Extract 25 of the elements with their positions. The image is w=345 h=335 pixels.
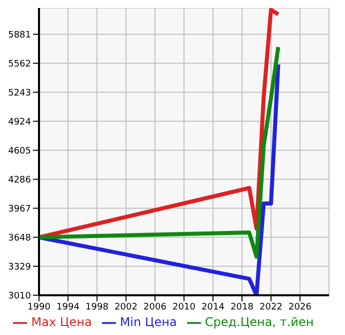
y-tick-label: 3648	[8, 233, 32, 244]
x-tick-label: 2010	[172, 302, 196, 313]
x-tick-label: 2014	[202, 302, 225, 313]
y-tick-label: 5562	[8, 59, 31, 70]
x-tick-label: 1998	[86, 302, 109, 313]
x-tick-label: 2022	[260, 302, 282, 313]
line-series	[39, 62, 280, 296]
y-tick-label: 5243	[8, 88, 31, 98]
y-tick-label: 4605	[8, 146, 31, 156]
y-tick-label: 5881	[8, 30, 31, 40]
y-tick-label: 3329	[8, 262, 32, 272]
x-tick-label: 2026	[288, 302, 312, 313]
y-tick-label: 3967	[8, 204, 31, 214]
x-tick-label: 2018	[230, 302, 254, 313]
x-tick-label: 1994	[56, 302, 80, 313]
x-tick-label: 2002	[114, 302, 138, 313]
line-series	[39, 45, 280, 259]
x-tick-label: 2006	[144, 302, 167, 313]
x-tick-label: 1990	[28, 302, 51, 313]
y-tick-label: 3010	[8, 291, 32, 302]
legend-label: Max Цена	[31, 315, 92, 330]
y-tick-label: 4924	[8, 117, 32, 128]
y-tick-label: 4286	[8, 175, 32, 186]
legend-label: Min Цена	[120, 315, 177, 330]
legend-label: Сред.Цена, т.йен	[204, 315, 314, 330]
